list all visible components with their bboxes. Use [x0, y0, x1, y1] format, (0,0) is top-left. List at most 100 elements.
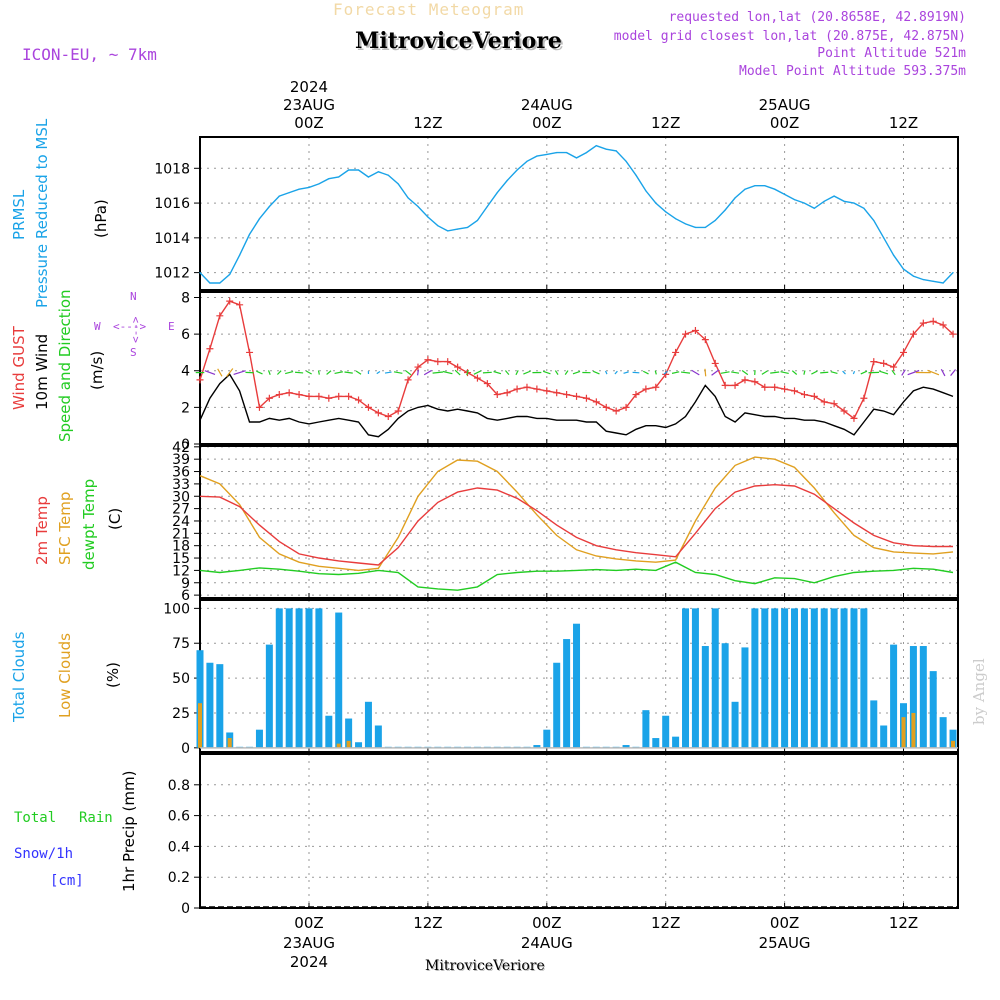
- wind-direction-arrow: [592, 370, 600, 375]
- wind-direction-arrow: [432, 371, 444, 374]
- bottom-date-label: 25AUG: [759, 934, 811, 952]
- total-cloud-bar: [553, 662, 561, 748]
- pressure-point: [803, 202, 806, 204]
- total-clouds-label: Total Clouds: [10, 631, 28, 722]
- total-cloud-bar: [285, 608, 293, 748]
- pressure-point: [239, 254, 241, 256]
- temp2m-label: 2m Temp: [33, 496, 51, 565]
- pressure-point: [635, 174, 637, 176]
- y-tick-label: 33: [172, 477, 190, 493]
- wind-direction-arrow: [423, 369, 432, 376]
- wind-direction-arrow: [355, 370, 362, 375]
- total-cloud-bar: [880, 725, 888, 748]
- y-tick-label: 1016: [154, 196, 190, 212]
- y-tick-label: 1018: [154, 161, 190, 177]
- total-cloud-bar: [751, 608, 759, 748]
- pressure-point: [546, 153, 548, 155]
- y-tick-label: 6: [181, 327, 190, 343]
- wind-direction-arrow: [276, 370, 282, 375]
- y-tick-label: 12: [172, 563, 190, 579]
- bottom-date-label: 24AUG: [521, 934, 573, 952]
- y-tick-label: 50: [172, 671, 190, 687]
- pressure-point: [575, 157, 578, 159]
- gust-marker: [691, 326, 699, 334]
- gust-marker: [781, 385, 789, 393]
- pressure-point: [754, 185, 756, 187]
- total-cloud-bar: [622, 745, 630, 748]
- pressure-point: [288, 192, 290, 194]
- pressure-point: [883, 237, 885, 239]
- pressure-point: [466, 226, 469, 229]
- gust-marker: [929, 317, 937, 325]
- total-cloud-bar: [909, 646, 917, 748]
- header-subtitle: Forecast Meteogram: [333, 0, 525, 19]
- pressure-point: [526, 160, 528, 162]
- total-cloud-bar: [840, 608, 848, 748]
- gust-marker: [483, 380, 491, 388]
- low-clouds-label: Low Clouds: [56, 633, 74, 718]
- gust-marker: [384, 413, 392, 421]
- total-cloud-bar: [820, 608, 828, 748]
- pressure-point: [298, 188, 300, 190]
- total-cloud-bar: [860, 608, 868, 748]
- wind-direction-arrow: [741, 370, 749, 376]
- total-cloud-bar: [295, 608, 303, 748]
- gust-marker: [543, 387, 551, 395]
- snow-label: Snow/1h: [14, 846, 74, 862]
- total-cloud-bar: [721, 643, 729, 748]
- y-tick-label: 36: [172, 465, 190, 481]
- pressure-point: [724, 209, 726, 211]
- gust-marker: [285, 389, 293, 397]
- pressure-point: [853, 202, 855, 204]
- gust-marker: [325, 394, 333, 402]
- gust-marker: [939, 321, 947, 329]
- wind-direction-arrow: [326, 370, 332, 375]
- gust-marker: [563, 391, 571, 399]
- total-cloud-bar: [830, 608, 838, 748]
- model-label: ICON-EU, ~ 7km: [22, 45, 157, 64]
- total-cloud-bar: [929, 671, 937, 748]
- pressure-point: [486, 205, 488, 208]
- gust-marker: [206, 345, 214, 353]
- pressure-point: [457, 228, 459, 230]
- wind-direction-arrow: [344, 371, 353, 374]
- total-rain-label-1: Total: [14, 810, 57, 826]
- wind-direction-arrow: [204, 370, 216, 376]
- gust-marker: [473, 374, 481, 382]
- total-cloud-bar: [781, 608, 789, 748]
- wind-direction-arrow: [780, 371, 789, 375]
- total-cloud-bar: [949, 729, 957, 748]
- total-cloud-bar: [662, 715, 670, 748]
- wind-direction-arrow: [542, 370, 551, 375]
- total-cloud-bar: [216, 664, 224, 748]
- pressure-point: [209, 282, 211, 284]
- gust-marker: [721, 381, 729, 389]
- y-tick-label: 75: [172, 636, 190, 652]
- y-tick-label: 21: [172, 526, 190, 542]
- wind-direction-arrow: [830, 371, 838, 375]
- wind-direction-arrow: [901, 369, 906, 376]
- wind-direction-arrow: [217, 368, 223, 377]
- total-cloud-bar: [800, 608, 808, 748]
- gust-marker: [820, 398, 828, 406]
- gust-marker: [870, 358, 878, 366]
- gust-marker: [226, 297, 234, 305]
- y-tick-label: 25: [172, 706, 190, 722]
- wind-direction-arrow: [515, 370, 519, 376]
- wind-direction-arrow: [523, 370, 531, 375]
- dewpt-label: dewpt Temp: [80, 478, 98, 570]
- total-cloud-bar: [345, 718, 353, 748]
- pressure-point: [248, 233, 251, 235]
- bottom-date-label: 23AUG: [283, 934, 335, 952]
- total-cloud-bar: [711, 608, 719, 748]
- wind-direction-arrow: [384, 371, 392, 374]
- pressure-point: [912, 275, 915, 277]
- pressure-line: [199, 144, 954, 284]
- wind-direction-arrow: [466, 369, 469, 376]
- compass-vertical: <-->: [129, 316, 142, 344]
- low-cloud-bar: [227, 738, 232, 748]
- gust-marker: [523, 383, 531, 391]
- gust-marker: [890, 363, 898, 371]
- pressure-point: [328, 178, 330, 180]
